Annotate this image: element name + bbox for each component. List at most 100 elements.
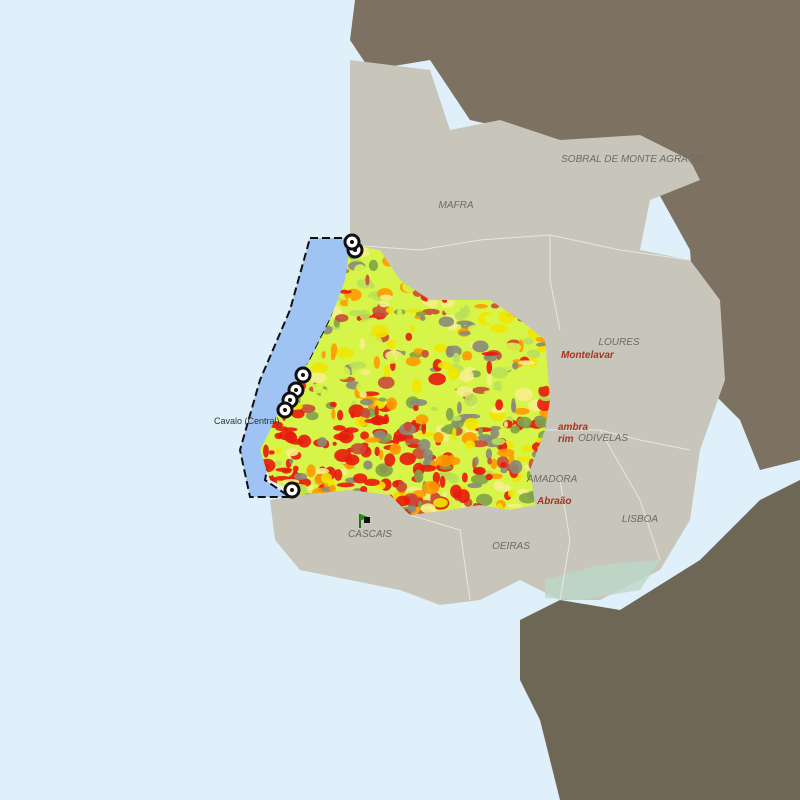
- land-use-patch: [360, 407, 371, 420]
- land-use-patch: [381, 319, 390, 327]
- land-use-patch: [521, 445, 535, 453]
- land-use-patch: [415, 414, 429, 425]
- beach-marker-dot: [283, 408, 287, 412]
- land-use-patch: [464, 394, 478, 407]
- land-use-patch: [503, 421, 509, 428]
- land-use-patch: [360, 369, 371, 376]
- land-use-patch: [486, 373, 493, 386]
- land-use-patch: [293, 472, 308, 480]
- land-use-patch: [317, 437, 328, 447]
- land-use-patch: [538, 385, 550, 397]
- beach-marker-dot: [301, 373, 305, 377]
- land-use-patch: [378, 397, 387, 402]
- land-use-patch: [368, 259, 379, 272]
- beach-marker-dot: [288, 398, 292, 402]
- land-use-patch: [405, 356, 421, 367]
- land-use-patch: [503, 342, 522, 352]
- land-use-patch: [439, 475, 446, 488]
- municipality-label: ODIVELAS: [578, 433, 628, 444]
- land-use-patch: [500, 462, 507, 468]
- land-use-patch: [483, 390, 502, 395]
- land-use-patch: [336, 347, 355, 359]
- land-use-patch: [428, 313, 438, 327]
- land-use-patch: [335, 366, 351, 380]
- land-use-patch: [418, 431, 436, 437]
- land-use-patch: [513, 407, 530, 415]
- land-use-patch: [404, 438, 421, 444]
- land-use-patch: [459, 369, 474, 383]
- beach-marker-dot: [350, 240, 354, 244]
- flag-icon: [364, 517, 370, 523]
- land-use-patch: [474, 456, 479, 466]
- land-use-patch: [346, 344, 357, 350]
- land-use-patch: [464, 440, 476, 449]
- satellite-land: [350, 0, 800, 470]
- land-use-patch: [485, 473, 493, 481]
- land-use-patch: [448, 473, 460, 484]
- land-use-patch: [309, 372, 327, 384]
- land-use-patch: [318, 337, 324, 352]
- land-use-patch: [463, 413, 481, 419]
- land-use-patch: [456, 386, 473, 397]
- land-use-patch: [435, 454, 454, 467]
- land-use-patch: [370, 324, 389, 338]
- land-use-patch: [452, 352, 461, 364]
- poi-flag: [359, 514, 370, 528]
- land-use-patch: [360, 485, 368, 493]
- land-use-patch: [490, 473, 503, 480]
- municipality-label: LOURES: [598, 337, 639, 348]
- land-use-patch: [330, 343, 338, 357]
- municipality-label: MAFRA: [439, 200, 474, 211]
- land-use-patch: [375, 463, 393, 477]
- land-use-patch: [345, 284, 351, 291]
- land-use-patch: [461, 472, 468, 483]
- land-use-patch: [268, 450, 275, 455]
- land-use-patch: [432, 359, 443, 372]
- municipality-label: LISBOA: [622, 514, 658, 525]
- land-use-patch: [360, 431, 370, 440]
- land-use-patch: [495, 399, 504, 411]
- land-use-patch: [526, 349, 541, 359]
- land-use-patch: [493, 480, 505, 491]
- land-use-patch: [512, 362, 519, 370]
- land-use-patch: [321, 350, 326, 359]
- land-use-patch: [433, 343, 447, 353]
- land-use-patch: [480, 358, 485, 365]
- land-use-patch: [274, 460, 282, 466]
- land-use-patch: [352, 473, 368, 484]
- land-use-patch: [385, 306, 395, 314]
- land-use-patch: [486, 360, 493, 375]
- land-use-patch: [394, 296, 399, 302]
- land-use-patch: [365, 274, 370, 286]
- land-use-patch: [363, 478, 380, 487]
- land-use-patch: [275, 447, 282, 455]
- land-use-patch: [533, 379, 548, 388]
- land-use-patch: [456, 320, 473, 326]
- land-use-patch: [461, 350, 473, 362]
- land-use-patch: [262, 444, 269, 458]
- land-use-patch: [477, 427, 484, 436]
- land-use-patch: [510, 425, 520, 434]
- land-use-patch: [342, 467, 348, 476]
- land-use-patch: [335, 314, 349, 322]
- municipality-label: OEIRAS: [492, 541, 530, 552]
- land-use-patch: [354, 416, 369, 427]
- land-use-patch: [392, 480, 399, 488]
- land-use-patch: [516, 416, 532, 428]
- land-use-patch: [463, 360, 471, 366]
- land-use-patch: [403, 421, 412, 432]
- municipality-label: SOBRAL DE MONTE AGRAÇO: [561, 154, 703, 165]
- land-use-patch: [490, 428, 500, 438]
- land-use-patch: [445, 407, 454, 421]
- land-use-patch: [516, 456, 532, 462]
- land-use-patch: [306, 464, 316, 478]
- land-use-patch: [518, 360, 535, 366]
- land-use-patch: [414, 469, 424, 483]
- land-use-patch: [410, 325, 415, 333]
- land-use-patch: [408, 293, 414, 302]
- land-use-patch: [526, 470, 531, 480]
- land-use-patch: [464, 417, 479, 428]
- land-use-patch: [347, 297, 352, 311]
- land-use-patch: [442, 434, 449, 442]
